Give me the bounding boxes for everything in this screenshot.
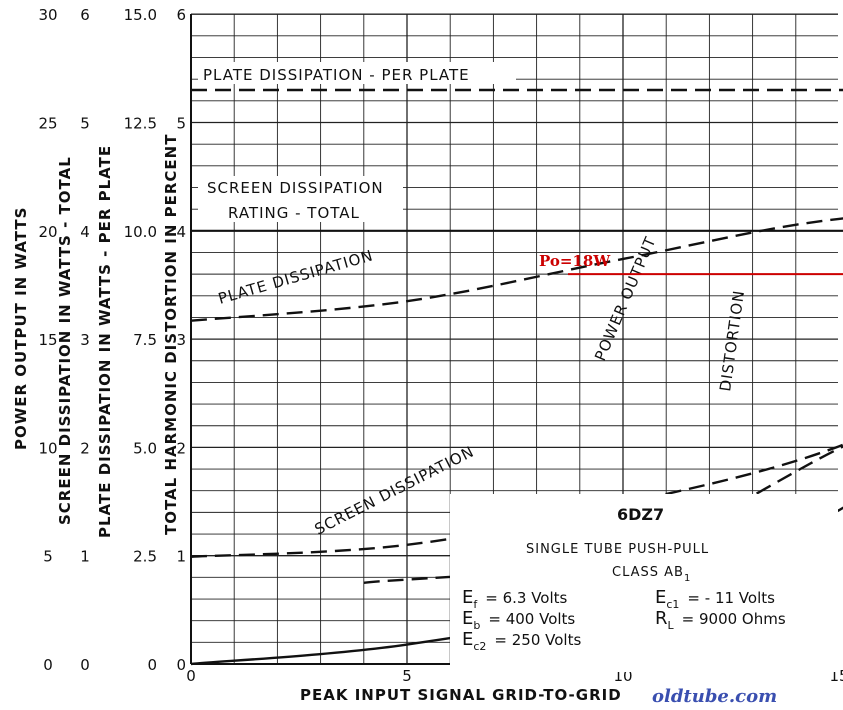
y-tick-label-screen: 0 xyxy=(80,656,90,674)
y-tick-label-screen: 2 xyxy=(80,439,90,457)
y-tick-label-plate: 2.5 xyxy=(133,548,157,566)
label-plate-per-plate: PLATE DISSIPATION - PER PLATE xyxy=(203,66,470,84)
label-distortion: DISTORTION xyxy=(716,289,748,393)
y-tick-label-distortion: 2 xyxy=(176,439,186,457)
label-bg xyxy=(198,62,516,84)
param-ec2: Ec2 = 250 Volts xyxy=(462,629,581,653)
y-tick-label-distortion: 1 xyxy=(176,548,186,566)
y-tick-label-power: 10 xyxy=(38,439,57,457)
y-tick-label-power: 25 xyxy=(38,115,57,133)
marker-po-18w xyxy=(568,273,843,276)
tube-name: 6DZ7 xyxy=(617,505,664,524)
x-tick-label: 5 xyxy=(402,667,412,685)
y-tick-label-screen: 1 xyxy=(80,548,90,566)
param-ec1: Ec1 = - 11 Volts xyxy=(655,587,775,611)
y-tick-label-screen: 6 xyxy=(80,6,90,24)
y-tick-label-plate: 5.0 xyxy=(133,439,157,457)
y-axis-label-screen: SCREEN DISSIPATION IN WATTS - TOTAL xyxy=(56,156,74,525)
y-tick-label-distortion: 4 xyxy=(176,223,186,241)
y-tick-label-power: 20 xyxy=(38,223,57,241)
y-tick-label-distortion: 6 xyxy=(176,6,186,24)
y-axis-label-distortion: TOTAL HARMONIC DISTORTION IN PERCENT xyxy=(162,134,180,535)
y-tick-label-distortion: 5 xyxy=(176,115,186,133)
y-tick-label-power: 0 xyxy=(43,656,53,674)
tick-labels: 0510152025051015202530012345602.55.07.51… xyxy=(38,6,843,685)
y-tick-label-plate: 0 xyxy=(147,656,157,674)
marker-label: Po=18W xyxy=(539,252,611,270)
y-tick-label-screen: 4 xyxy=(80,223,90,241)
y-axis-label-plate: PLATE DISSIPATION IN WATTS - PER PLATE xyxy=(96,145,114,538)
param-ef: Ef = 6.3 Volts xyxy=(462,587,568,611)
y-tick-label-plate: 10.0 xyxy=(124,223,157,241)
series-power-output xyxy=(190,506,843,666)
label-plate-dissipation: PLATE DISSIPATION xyxy=(216,246,375,308)
watermark: oldtube.com xyxy=(652,686,777,707)
y-tick-label-screen: 3 xyxy=(80,331,90,349)
y-tick-label-distortion: 0 xyxy=(176,656,186,674)
y-tick-label-screen: 5 xyxy=(80,115,90,133)
y-tick-label-power: 30 xyxy=(38,6,57,24)
info-line2: CLASS AB1 xyxy=(612,565,691,584)
y-axis-label-power: POWER OUTPUT IN WATTS xyxy=(12,207,30,450)
y-tick-label-plate: 15.0 xyxy=(124,6,157,24)
label-screen-rating-1: SCREEN DISSIPATION xyxy=(207,179,384,197)
label-bg xyxy=(198,176,403,222)
param-rl: RL = 9000 Ohms xyxy=(655,608,786,632)
y-tick-label-power: 15 xyxy=(38,331,57,349)
y-tick-label-power: 5 xyxy=(43,548,53,566)
series-plate-dissipation xyxy=(190,217,843,322)
y-tick-label-plate: 12.5 xyxy=(124,115,157,133)
info-line1: SINGLE TUBE PUSH-PULL xyxy=(526,542,709,557)
x-tick-label: 0 xyxy=(186,667,196,685)
info-box: 6DZ7 SINGLE TUBE PUSH-PULL CLASS AB1 Ef =… xyxy=(450,494,838,672)
x-axis-label: PEAK INPUT SIGNAL GRID-TO-GRID xyxy=(300,686,622,704)
y-tick-label-distortion: 3 xyxy=(176,331,186,349)
label-screen-rating-2: RATING - TOTAL xyxy=(228,204,360,222)
y-tick-label-plate: 7.5 xyxy=(133,331,157,349)
param-eb: Eb = 400 Volts xyxy=(462,608,575,632)
series-screen-dissipation xyxy=(190,443,843,558)
